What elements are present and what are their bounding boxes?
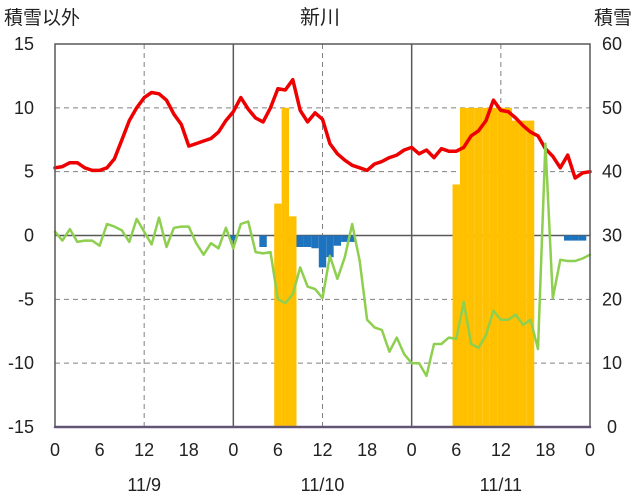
x-tick-label: 6	[95, 440, 105, 460]
day-label: 11/11	[480, 475, 522, 495]
x-tick-label: 18	[357, 440, 377, 460]
bar-mark	[311, 235, 319, 249]
bar-mark	[526, 120, 535, 427]
right-axis-label: 積雪	[594, 7, 632, 29]
bar-mark	[489, 107, 498, 427]
plot-frame	[54, 43, 591, 428]
bar-mark	[563, 235, 572, 241]
x-tick-label: 0	[50, 440, 60, 460]
bar-mark	[348, 235, 356, 242]
bar-mark	[333, 235, 342, 246]
x-tick-label: 0	[407, 440, 417, 460]
bar-mark	[519, 120, 527, 427]
left-tick-label: -10	[8, 353, 34, 373]
plot-border	[54, 43, 591, 428]
left-tick-label: 15	[14, 34, 34, 54]
bar-mark	[281, 107, 290, 427]
x-tick-label: 6	[273, 440, 283, 460]
bar-mark	[474, 107, 483, 427]
bar-mark	[504, 107, 512, 427]
bar-mark	[259, 235, 267, 247]
bar-mark	[326, 235, 334, 258]
left-tick-label: -15	[8, 417, 34, 437]
right-tick-label: 60	[602, 34, 622, 54]
bar-mark	[459, 107, 468, 427]
day-label: 11/10	[301, 475, 345, 495]
bar-mark	[296, 235, 304, 247]
bar-mark	[318, 235, 327, 268]
bar-mark	[452, 184, 460, 427]
bar-mark	[578, 235, 587, 241]
left-axis-label: 積雪以外	[4, 7, 80, 29]
bar-mark	[482, 107, 490, 427]
x-tick-label: 12	[312, 440, 332, 460]
right-tick-label: 50	[602, 98, 622, 118]
x-tick-label: 12	[134, 440, 154, 460]
bar-mark	[571, 235, 579, 241]
right-tick-label: 30	[602, 226, 622, 246]
bar-mark	[497, 107, 505, 427]
bar-mark	[511, 120, 520, 427]
bar-mark	[229, 235, 238, 241]
day-label: 11/9	[127, 475, 161, 495]
x-tick-label: 0	[228, 440, 238, 460]
left-tick-label: 5	[24, 162, 34, 182]
right-tick-label: 20	[602, 289, 622, 309]
right-tick-label: 10	[602, 353, 622, 373]
series-line	[53, 142, 592, 378]
x-tick-label: 18	[535, 440, 555, 460]
left-tick-label: -5	[18, 289, 34, 309]
bar-mark	[274, 203, 282, 427]
right-tick-label: 40	[602, 162, 622, 182]
right-tick-label: 0	[607, 417, 617, 437]
x-tick-label: 12	[491, 440, 511, 460]
x-tick-label: 0	[585, 440, 595, 460]
bar-mark	[303, 235, 312, 247]
chart-title: 新川	[300, 5, 340, 29]
x-tick-label: 6	[451, 440, 461, 460]
left-tick-label: 10	[14, 98, 34, 118]
bar-mark	[289, 216, 297, 427]
bar-mark	[341, 235, 349, 242]
series-line	[53, 77, 592, 180]
x-tick-label: 18	[179, 440, 199, 460]
left-tick-label: 0	[24, 226, 34, 246]
bar-mark	[467, 107, 475, 427]
bar-series	[229, 107, 587, 427]
